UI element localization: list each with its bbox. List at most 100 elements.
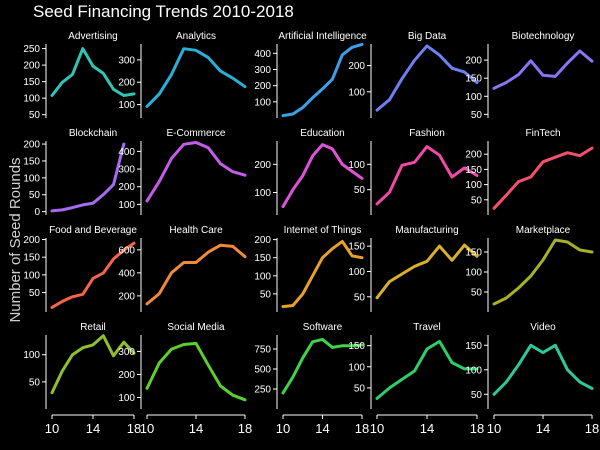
y-tick-label: 100 [23,94,40,105]
y-tick-label: 100 [348,87,365,98]
y-tick-label: 200 [465,150,482,161]
series-line [375,243,479,300]
x-tick-label: 10 [45,421,59,436]
y-tick-label: 150 [465,341,482,352]
y-tick-label: 400 [254,49,271,60]
panel-title: Video [530,322,556,333]
panel-title: Analytics [176,31,216,42]
panel-fintech: FinTech 50 100 150 200 [465,128,594,215]
y-tick-label: 150 [465,165,482,176]
x-tick-label: 14 [86,421,100,436]
panel-advertising: Advertising 50 100 150 200 250 [23,31,136,121]
x-tick-label: 14 [536,421,550,436]
y-tick-label: 300 [118,165,135,176]
series-line [492,49,594,90]
y-tick-label: 500 [254,365,271,376]
series-line [375,339,479,400]
y-tick-label: 150 [23,156,40,167]
y-tick-label: 50 [354,292,366,303]
y-tick-label: 300 [118,55,135,66]
y-tick-label: 50 [471,288,483,299]
y-tick-label: 100 [254,271,271,282]
y-tick-label: 150 [348,242,365,253]
panel-title: Food and Beverage [49,225,137,236]
panel-title: Retail [80,322,106,333]
y-tick-label: 100 [465,180,482,191]
panel-title: Advertising [68,31,117,42]
x-tick-label: 14 [315,421,329,436]
panel-title: Social Media [167,322,225,333]
series-line [50,334,136,395]
panel-software: Software 250 500 750 10 14 18 [254,322,369,436]
panel-education: Education 100 200 [254,128,364,215]
series-line [50,47,136,97]
panel-title: Marketplace [516,225,571,236]
y-tick-label: 100 [465,92,482,103]
x-tick-label: 18 [238,421,252,436]
y-tick-label: 200 [23,235,40,246]
y-tick-label: 200 [465,56,482,67]
series-line [281,42,364,118]
y-tick-label: 150 [23,253,40,264]
series-line [375,145,479,206]
series-line [492,146,594,210]
panel-title: Artificial Intelligence [278,31,367,42]
y-tick-label: 150 [348,341,365,352]
y-tick-label: 100 [23,173,40,184]
x-tick-label: 18 [355,421,369,436]
x-tick-label: 10 [276,421,290,436]
panel-title: Manufacturing [395,225,458,236]
panel-grid: Advertising 50 100 150 200 250 Analytics 100 200… [23,31,599,436]
y-tick-label: 200 [23,140,40,151]
panel-blockchain: Blockchain 0 50 100 150 200 [23,128,126,218]
y-tick-label: 200 [348,61,365,72]
y-tick-label: 100 [118,200,135,211]
y-tick-label: 400 [118,147,135,158]
y-tick-label: 250 [23,44,40,55]
panel-health-care: Health Care 200 400 600 [118,225,247,312]
y-axis-label: Number of Seed Rounds [7,157,24,322]
y-tick-label: 250 [254,385,271,396]
series-line [492,343,594,396]
panel-title: Big Data [408,31,447,42]
y-tick-label: 300 [118,347,135,358]
panel-title: Travel [413,322,440,333]
panel-title: FinTech [525,128,560,139]
panel-big-data: Big Data 100 200 [348,31,479,118]
y-tick-label: 200 [118,370,135,381]
y-tick-label: 100 [465,268,482,279]
panel-title: Software [303,322,343,333]
y-tick-label: 100 [23,270,40,281]
panel-title: Biotechnology [512,31,575,42]
y-tick-label: 200 [118,291,135,302]
y-tick-label: 100 [118,393,135,404]
panel-food-and-beverage: Food and Beverage 50 100 150 200 [23,225,137,312]
chart-title: Seed Financing Trends 2010-2018 [33,2,294,21]
y-tick-label: 100 [23,350,40,361]
panel-video: Video 50 100 150 10 14 18 [465,322,599,436]
panel-manufacturing: Manufacturing 50 100 150 [348,225,479,312]
panel-travel: Travel 50 100 150 10 14 18 [348,322,484,436]
series-line [281,143,364,209]
y-tick-label: 50 [471,195,483,206]
x-tick-label: 18 [585,421,599,436]
y-tick-label: 50 [29,288,41,299]
series-line [50,142,126,213]
panel-internet-of-things: Internet of Things 50 100 150 200 [254,225,364,312]
y-tick-label: 750 [254,345,271,356]
y-tick-label: 100 [254,97,271,108]
panel-artificial-intelligence: Artificial Intelligence 100 200 300 400 [254,31,367,118]
y-tick-label: 100 [118,100,135,111]
panel-title: Internet of Things [284,225,362,236]
y-tick-label: 50 [29,110,41,121]
y-tick-label: 200 [254,81,271,92]
panel-title: Education [300,128,344,139]
series-line [50,241,136,309]
series-line [145,47,247,108]
y-tick-label: 200 [23,61,40,72]
y-tick-label: 100 [465,365,482,376]
x-tick-label: 14 [420,421,434,436]
panel-title: Blockchain [69,128,117,139]
x-tick-label: 18 [470,421,484,436]
